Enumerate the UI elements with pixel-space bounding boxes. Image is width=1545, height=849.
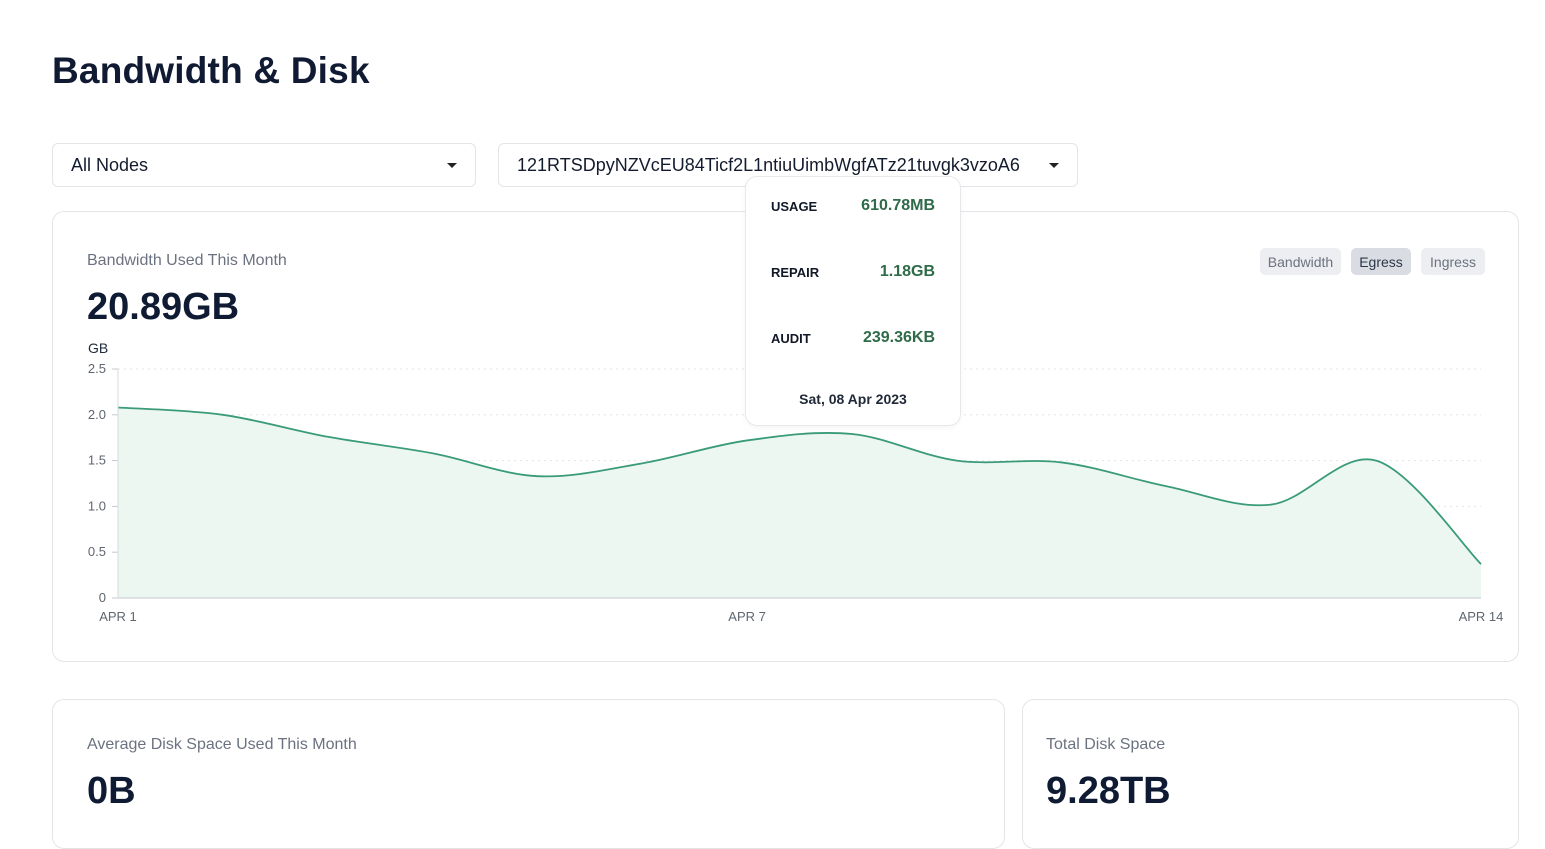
tooltip-repair-key: REPAIR (771, 264, 820, 280)
y-tick-label: 0.5 (88, 544, 106, 559)
node-select-value: All Nodes (71, 154, 149, 175)
tooltip-date: Sat, 08 Apr 2023 (799, 391, 907, 407)
satellite-select-value: 121RTSDpyNZVcEU84Ticf2L1ntiuUimbWgfATz21… (517, 154, 1020, 175)
y-tick-label: 1.0 (88, 498, 106, 513)
total-disk-label: Total Disk Space (1046, 736, 1166, 753)
y-tick-label: 1.5 (88, 453, 106, 468)
tooltip-usage-key: USAGE (771, 198, 818, 214)
bandwidth-chart: 0 0.5 1.0 1.5 2.0 2.5 GB APR 1 APR 7 APR 14 (88, 340, 1504, 624)
egress-toggle[interactable]: Egress (1351, 248, 1411, 275)
page-title: Bandwidth & Disk (52, 50, 370, 91)
x-tick-label: APR 14 (1459, 609, 1504, 624)
tooltip-usage-value: 610.78MB (861, 197, 935, 214)
avg-disk-card (52, 699, 1005, 849)
y-tick-label: 0 (99, 590, 106, 605)
x-tick-label: APR 7 (728, 609, 766, 624)
tooltip-audit-key: AUDIT (771, 330, 811, 346)
avg-disk-value: 0B (87, 770, 136, 812)
node-select[interactable]: All Nodes (52, 143, 476, 187)
bandwidth-label: Bandwidth Used This Month (87, 252, 287, 269)
series-area (118, 407, 1481, 598)
tooltip-usage-row: USAGE 610.78MB (771, 197, 935, 215)
tooltip-audit-value: 239.36KB (862, 329, 935, 346)
bandwidth-toggle[interactable]: Bandwidth (1260, 248, 1341, 275)
y-axis-label: GB (88, 340, 108, 356)
tooltip-repair-row: REPAIR 1.18GB (771, 263, 935, 281)
y-tick-label: 2.5 (88, 361, 106, 376)
chart-tooltip: USAGE 610.78MB REPAIR 1.18GB AUDIT 239.3… (745, 176, 961, 426)
tooltip-repair-value: 1.18GB (879, 263, 935, 280)
chevron-down-icon (1049, 163, 1059, 168)
avg-disk-label: Average Disk Space Used This Month (87, 736, 357, 753)
bandwidth-value: 20.89GB (87, 286, 240, 328)
y-tick-label: 2.0 (88, 407, 106, 422)
ingress-toggle[interactable]: Ingress (1421, 248, 1485, 275)
tooltip-audit-row: AUDIT 239.36KB (771, 329, 935, 347)
chevron-down-icon (447, 163, 457, 168)
series-line (117, 406, 1482, 565)
x-tick-label: APR 1 (99, 609, 137, 624)
total-disk-value: 9.28TB (1046, 770, 1171, 812)
